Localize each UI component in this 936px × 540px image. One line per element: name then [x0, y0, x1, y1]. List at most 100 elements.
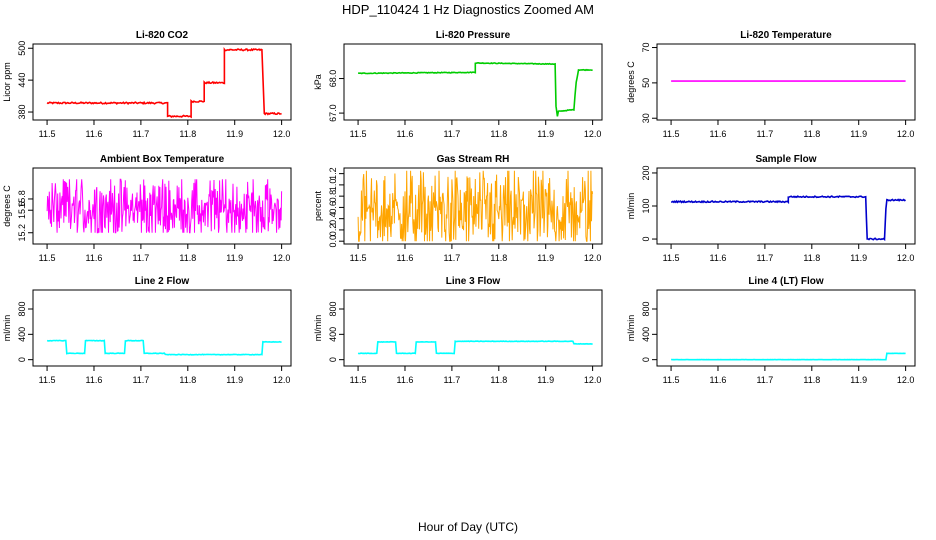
y-axis-label: ml/min — [626, 315, 636, 342]
y-tick-label: 1.2 — [328, 167, 338, 180]
x-tick-label: 11.6 — [86, 253, 103, 263]
x-tick-label: 12.0 — [584, 375, 602, 385]
x-tick-label: 11.9 — [850, 375, 867, 385]
panel-title: Line 4 (LT) Flow — [748, 276, 824, 287]
panel-grid: Li-820 CO2 11.5 11.6 11.7 11.8 11.9 12.0 380 440… — [2, 30, 916, 385]
panel-5: Sample Flow 11.5 11.6 11.7 11.8 11.9 12.0 0 100 2… — [626, 154, 916, 263]
y-tick-label: 15.8 — [17, 190, 27, 208]
y-axis-label: kPa — [313, 74, 323, 90]
x-tick-label: 12.0 — [897, 253, 915, 263]
x-tick-label: 11.8 — [490, 129, 507, 139]
plot-frame — [343, 43, 603, 121]
panel-6: Line 2 Flow 11.5 11.6 11.7 11.8 11.9 12.0 0 400 8… — [2, 276, 292, 385]
series-line — [357, 340, 593, 355]
x-tick-label: 11.8 — [803, 253, 820, 263]
x-tick-label: 12.0 — [273, 129, 291, 139]
x-tick-label: 11.7 — [756, 253, 773, 263]
x-tick-label: 12.0 — [584, 253, 602, 263]
plot-frame — [656, 43, 916, 121]
x-tick-label: 11.7 — [443, 253, 460, 263]
y-axis-label: degrees C — [2, 185, 12, 227]
y-tick-label: 200 — [641, 165, 651, 180]
y-tick-label: 0.6 — [328, 201, 338, 214]
x-tick-label: 11.5 — [39, 129, 56, 139]
y-tick-label: 0.2 — [328, 224, 338, 237]
y-tick-label: 0.8 — [328, 190, 338, 203]
x-tick-label: 11.8 — [179, 129, 196, 139]
x-tick-label: 11.7 — [756, 375, 773, 385]
y-tick-label: 400 — [641, 327, 651, 342]
series-line — [47, 339, 282, 356]
y-tick-label: 15.2 — [17, 224, 27, 242]
y-tick-label: 0 — [328, 357, 338, 362]
y-tick-label: 380 — [17, 105, 27, 120]
x-tick-label: 12.0 — [273, 253, 291, 263]
x-tick-label: 11.6 — [710, 129, 727, 139]
x-tick-label: 11.9 — [226, 129, 243, 139]
x-tick-label: 11.6 — [710, 253, 727, 263]
x-tick-label: 12.0 — [273, 375, 291, 385]
plot-frame — [343, 167, 603, 245]
y-tick-label: 100 — [641, 198, 651, 213]
panel-title: Li-820 Pressure — [436, 30, 511, 41]
x-tick-label: 11.5 — [350, 129, 367, 139]
plot-frame — [32, 167, 292, 245]
y-tick-label: 500 — [17, 41, 27, 56]
panel-4: Gas Stream RH 11.5 11.6 11.7 11.8 11.9 12.0 0.0… — [313, 154, 603, 263]
x-tick-label: 11.9 — [850, 129, 867, 139]
x-tick-label: 12.0 — [897, 375, 915, 385]
y-axis-label: ml/min — [2, 315, 12, 342]
x-tick-label: 11.5 — [350, 253, 367, 263]
y-tick-label: 70 — [641, 43, 651, 53]
panel-title: Li-820 CO2 — [136, 30, 189, 41]
x-tick-label: 11.8 — [179, 253, 196, 263]
panel-title: Line 3 Flow — [446, 276, 501, 287]
x-tick-label: 11.9 — [537, 375, 554, 385]
y-tick-label: 0.4 — [328, 212, 338, 225]
plot-frame — [656, 289, 916, 367]
x-tick-label: 11.8 — [803, 129, 820, 139]
x-tick-label: 11.5 — [663, 375, 680, 385]
panel-title: Ambient Box Temperature — [100, 154, 225, 165]
panel-0: Li-820 CO2 11.5 11.6 11.7 11.8 11.9 12.0 380 440… — [2, 30, 292, 139]
y-axis-label: degrees C — [626, 61, 636, 103]
series-line — [46, 178, 283, 234]
y-tick-label: 400 — [17, 327, 27, 342]
x-tick-label: 11.6 — [397, 129, 414, 139]
plot-frame — [343, 289, 603, 367]
y-tick-label: 800 — [641, 301, 651, 316]
panel-7: Line 3 Flow 11.5 11.6 11.7 11.8 11.9 12.0 0 400 8… — [313, 276, 603, 385]
y-tick-label: 67.0 — [328, 104, 338, 122]
y-tick-label: 0.0 — [328, 235, 338, 248]
x-tick-label: 11.8 — [490, 253, 507, 263]
x-tick-label: 11.7 — [443, 375, 460, 385]
panel-title: Sample Flow — [755, 154, 816, 165]
figure-title: HDP_110424 1 Hz Diagnostics Zoomed AM — [342, 2, 594, 17]
panel-2: Li-820 Temperature 11.5 11.6 11.7 11.8 11.9 12… — [626, 30, 916, 139]
y-tick-label: 800 — [328, 301, 338, 316]
x-tick-label: 11.9 — [850, 253, 867, 263]
x-tick-label: 11.6 — [397, 375, 414, 385]
y-tick-label: 1.0 — [328, 179, 338, 192]
x-tick-label: 11.7 — [132, 253, 149, 263]
y-tick-label: 800 — [17, 301, 27, 316]
y-axis-label: Licor ppm — [2, 62, 12, 102]
x-tick-label: 11.6 — [710, 375, 727, 385]
series-line — [671, 352, 906, 361]
panel-1: Li-820 Pressure 11.5 11.6 11.7 11.8 11.9 12.0 6… — [313, 30, 603, 139]
y-tick-label: 68.0 — [328, 70, 338, 88]
y-tick-label: 400 — [328, 327, 338, 342]
x-tick-label: 11.5 — [39, 375, 56, 385]
y-tick-label: 440 — [17, 73, 27, 88]
panel-title: Gas Stream RH — [437, 154, 510, 165]
panel-title: Line 2 Flow — [135, 276, 190, 287]
series-line — [358, 61, 593, 117]
x-tick-label: 11.9 — [226, 375, 243, 385]
x-tick-label: 11.7 — [132, 129, 149, 139]
x-tick-label: 11.6 — [86, 375, 103, 385]
x-tick-label: 12.0 — [584, 129, 602, 139]
x-tick-label: 11.7 — [443, 129, 460, 139]
x-tick-label: 11.9 — [226, 253, 243, 263]
y-tick-label: 30 — [641, 113, 651, 123]
y-tick-label: 0 — [641, 237, 651, 242]
